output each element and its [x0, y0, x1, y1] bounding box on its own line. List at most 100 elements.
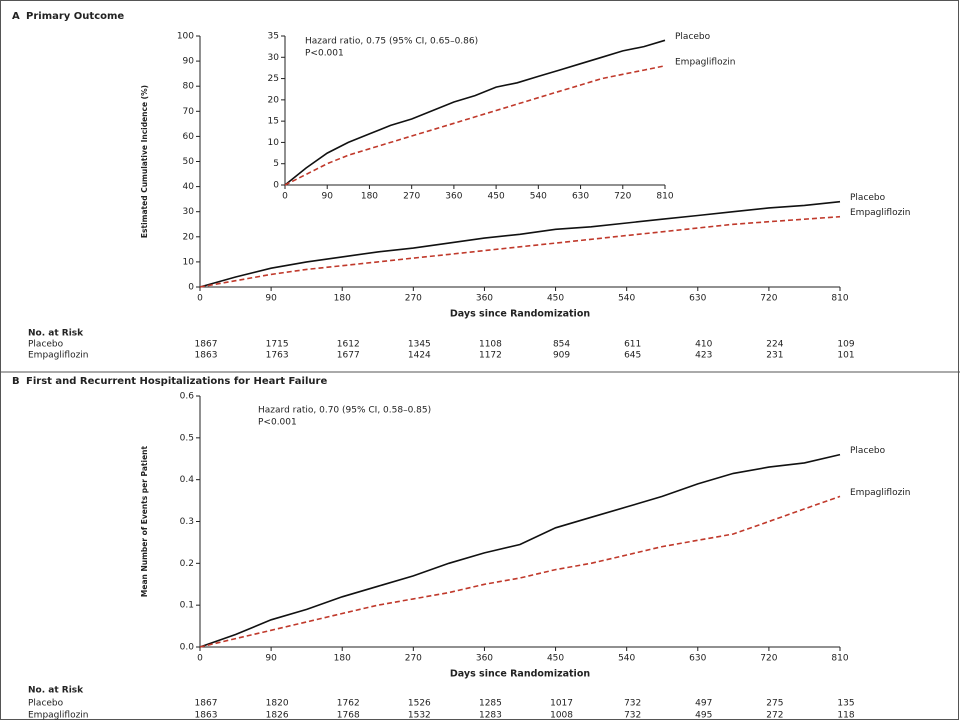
- x-tick-label: 540: [530, 192, 547, 202]
- x-tick-label: 90: [321, 192, 333, 202]
- risk-count: 645: [624, 351, 641, 361]
- y-tick-label: 90: [183, 57, 195, 67]
- risk-count: 101: [837, 351, 854, 361]
- risk-count: 854: [553, 340, 570, 350]
- series-line: [199, 215, 841, 288]
- risk-table-title: No. at Risk: [28, 686, 84, 696]
- y-tick-label: 25: [268, 74, 279, 84]
- risk-count: 410: [695, 340, 712, 350]
- x-tick-label: 810: [831, 294, 848, 304]
- panel-title: Primary Outcome: [26, 11, 124, 22]
- risk-count: 1172: [479, 351, 502, 361]
- x-tick-label: 810: [831, 654, 848, 664]
- series-line: [199, 495, 841, 648]
- series-line: [284, 39, 666, 186]
- risk-count: 1820: [266, 699, 289, 709]
- x-tick-label: 0: [197, 654, 203, 664]
- x-tick-label: 360: [445, 192, 462, 202]
- series-label: Empagliflozin: [850, 208, 911, 218]
- x-tick-label: 540: [618, 654, 635, 664]
- annotation: P<0.001: [305, 49, 344, 59]
- risk-count: 1526: [408, 699, 431, 709]
- series-label: Placebo: [675, 32, 711, 42]
- risk-count: 1283: [479, 711, 502, 720]
- risk-count: 231: [766, 351, 783, 361]
- risk-count: 272: [766, 711, 783, 720]
- x-tick-label: 720: [760, 654, 777, 664]
- y-tick-label: 80: [183, 82, 195, 92]
- y-tick-label: 0.1: [180, 601, 194, 611]
- risk-count: 1715: [266, 340, 289, 350]
- y-tick-label: 15: [268, 117, 279, 127]
- series-line: [199, 200, 841, 288]
- risk-count: 118: [837, 711, 854, 720]
- y-tick-label: 30: [268, 53, 280, 63]
- risk-count: 1532: [408, 711, 431, 720]
- risk-row-name: Empagliflozin: [28, 351, 89, 361]
- risk-count: 1108: [479, 340, 502, 350]
- y-tick-label: 50: [183, 157, 195, 167]
- series-label: Placebo: [850, 193, 886, 203]
- x-tick-label: 450: [547, 654, 564, 664]
- y-tick-label: 0: [273, 181, 279, 191]
- y-tick-label: 60: [183, 132, 195, 142]
- risk-count: 611: [624, 340, 641, 350]
- risk-table-title: No. at Risk: [28, 329, 84, 339]
- series-label: Empagliflozin: [850, 488, 911, 498]
- risk-count: 1867: [195, 699, 218, 709]
- x-tick-label: 810: [656, 192, 673, 202]
- x-tick-label: 360: [476, 654, 493, 664]
- risk-count: 497: [695, 699, 712, 709]
- y-tick-label: 100: [177, 32, 194, 42]
- x-tick-label: 180: [334, 654, 351, 664]
- x-tick-label: 0: [282, 192, 288, 202]
- y-tick-label: 20: [183, 232, 195, 242]
- x-tick-label: 270: [405, 294, 422, 304]
- y-tick-label: 0.2: [180, 559, 194, 569]
- y-tick-label: 30: [183, 207, 195, 217]
- risk-count: 135: [837, 699, 854, 709]
- series-label: Empagliflozin: [675, 57, 736, 67]
- series-label: Placebo: [850, 446, 886, 456]
- risk-row-name: Empagliflozin: [28, 711, 89, 720]
- x-tick-label: 720: [760, 294, 777, 304]
- risk-count: 224: [766, 340, 783, 350]
- x-tick-label: 270: [403, 192, 420, 202]
- x-tick-label: 630: [572, 192, 589, 202]
- risk-count: 495: [695, 711, 712, 720]
- risk-count: 109: [837, 340, 854, 350]
- annotation: Hazard ratio, 0.70 (95% CI, 0.58–0.85): [258, 406, 431, 416]
- annotation: Hazard ratio, 0.75 (95% CI, 0.65–0.86): [305, 37, 478, 47]
- x-tick-label: 450: [488, 192, 505, 202]
- risk-count: 1008: [550, 711, 573, 720]
- x-tick-label: 630: [689, 654, 706, 664]
- risk-count: 423: [695, 351, 712, 361]
- inset-background: [255, 28, 765, 207]
- x-tick-label: 270: [405, 654, 422, 664]
- annotation: P<0.001: [258, 418, 297, 428]
- risk-count: 1285: [479, 699, 502, 709]
- risk-count: 1677: [337, 351, 360, 361]
- panel-title: First and Recurrent Hospitalizations for…: [26, 376, 327, 387]
- x-tick-label: 450: [547, 294, 564, 304]
- x-tick-label: 0: [197, 294, 203, 304]
- x-tick-label: 180: [361, 192, 378, 202]
- x-tick-label: 90: [265, 654, 277, 664]
- y-axis-label: Estimated Cumulative Incidence (%): [140, 85, 149, 238]
- risk-count: 1345: [408, 340, 431, 350]
- risk-count: 1763: [266, 351, 289, 361]
- x-tick-label: 540: [618, 294, 635, 304]
- risk-count: 1863: [195, 711, 218, 720]
- risk-count: 732: [624, 711, 641, 720]
- risk-count: 1867: [195, 340, 218, 350]
- risk-count: 1017: [550, 699, 573, 709]
- x-tick-label: 360: [476, 294, 493, 304]
- x-tick-label: 90: [265, 294, 277, 304]
- risk-count: 1768: [337, 711, 360, 720]
- panel-letter: B: [12, 376, 20, 387]
- risk-count: 1612: [337, 340, 360, 350]
- y-tick-label: 35: [268, 32, 279, 42]
- risk-count: 732: [624, 699, 641, 709]
- y-tick-label: 10: [183, 257, 195, 267]
